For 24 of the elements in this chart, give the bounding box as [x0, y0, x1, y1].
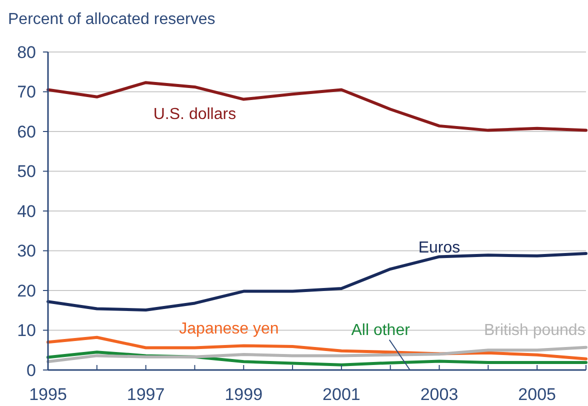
y-tick-label: 70 [17, 82, 36, 102]
series-label: All other [351, 322, 411, 340]
series-label: British pounds [484, 322, 586, 340]
series-label: U.S. dollars [153, 106, 236, 124]
line-series [46, 346, 588, 364]
y-tick-label: 50 [17, 162, 36, 182]
y-tick-label: 40 [17, 202, 36, 221]
y-tick-label: 30 [17, 242, 36, 261]
x-tick-label: 2001 [322, 385, 360, 404]
y-axis-title: Percent of allocated reserves [8, 11, 216, 28]
y-tick-label: 80 [17, 42, 36, 62]
y-tick-label: 20 [17, 281, 36, 300]
y-tick-label: 0 [26, 360, 36, 380]
line-series [46, 252, 588, 312]
series-label: Euros [418, 239, 460, 256]
line-series [46, 81, 588, 132]
x-tick-label: 2003 [420, 385, 458, 404]
x-tick-label: 1997 [126, 385, 165, 404]
x-tick-label: 1995 [29, 385, 67, 404]
y-tick-label: 10 [17, 321, 36, 340]
y-tick-label: 60 [17, 122, 36, 142]
x-tick-label: 1999 [224, 385, 263, 404]
x-tick-label: 2005 [518, 385, 556, 404]
series-label: Japanese yen [179, 320, 279, 338]
